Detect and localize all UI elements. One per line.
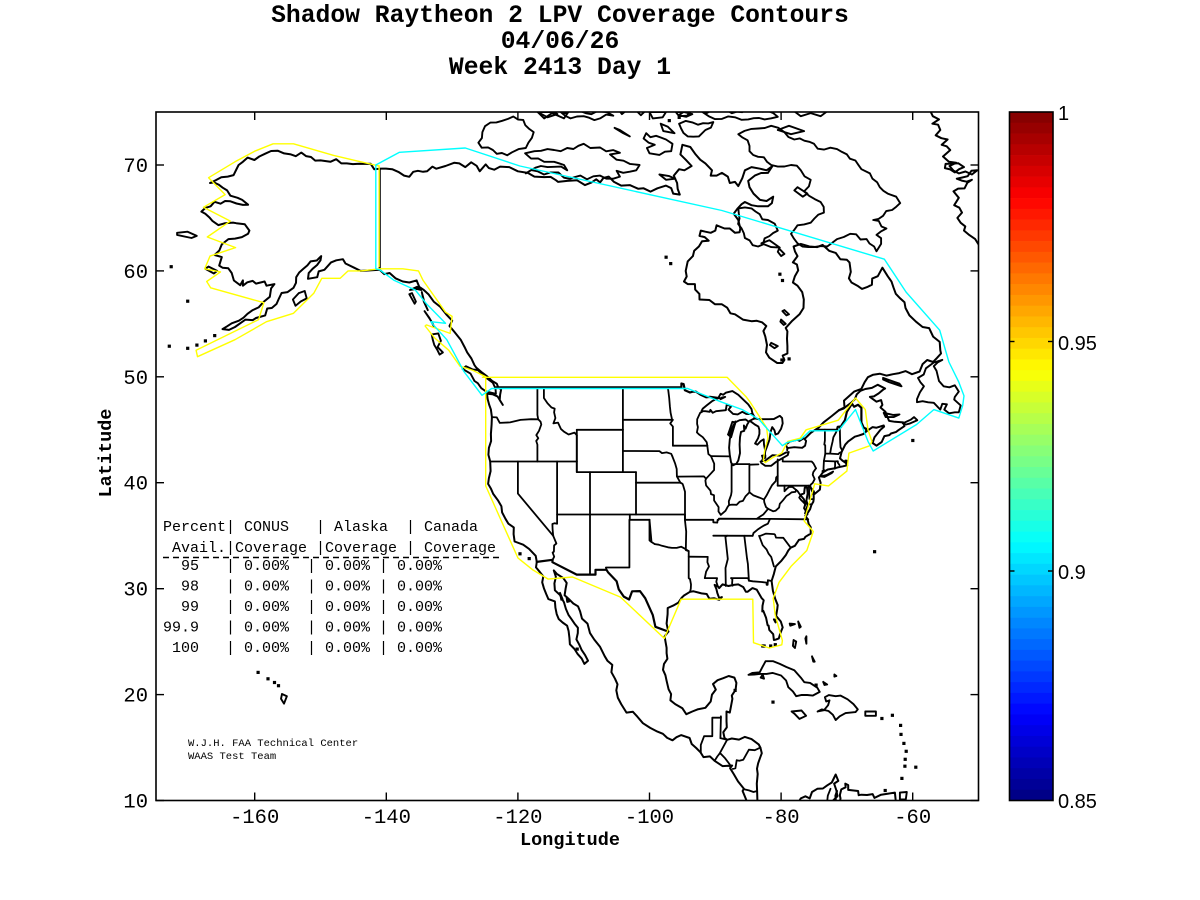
- svg-text:0.95: 0.95: [1058, 333, 1097, 355]
- svg-text:20: 20: [123, 686, 148, 709]
- svg-text:Percent| CONUS | Alaska | C: Percent| CONUS | Alaska | Canada: [163, 519, 478, 536]
- svg-text:-60: -60: [894, 807, 931, 830]
- svg-text:0.9: 0.9: [1058, 562, 1086, 584]
- svg-text:-100: -100: [625, 807, 674, 830]
- svg-text:99.9 | 0.00% | 0.00% | 0.00: 99.9 | 0.00% | 0.00% | 0.00%: [163, 620, 443, 637]
- svg-text:60: 60: [123, 262, 148, 285]
- svg-text:04/06/26: 04/06/26: [501, 28, 620, 56]
- svg-text:10: 10: [123, 792, 148, 815]
- svg-text:-80: -80: [763, 807, 800, 830]
- svg-text:40: 40: [123, 474, 148, 497]
- svg-text:50: 50: [123, 368, 148, 391]
- svg-text:70: 70: [123, 156, 148, 179]
- svg-text:1: 1: [1058, 103, 1069, 125]
- svg-text:WAAS Test Team: WAAS Test Team: [188, 751, 276, 763]
- svg-text:Week 2413 Day 1: Week 2413 Day 1: [449, 54, 671, 82]
- svg-text:Shadow Raytheon 2 LPV Coverage: Shadow Raytheon 2 LPV Coverage Contours: [271, 2, 849, 30]
- svg-text:100 | 0.00% | 0.00% | 0.00%: 100 | 0.00% | 0.00% | 0.00%: [163, 640, 443, 657]
- svg-text:95 | 0.00% | 0.00% | 0.00%: 95 | 0.00% | 0.00% | 0.00%: [163, 558, 443, 575]
- svg-text:Latitude: Latitude: [96, 409, 117, 498]
- svg-text:Avail.|Coverage |Coverage | Co: Avail.|Coverage |Coverage | Coverage: [163, 540, 496, 557]
- svg-text:W.J.H. FAA Technical Center: W.J.H. FAA Technical Center: [188, 738, 358, 750]
- svg-text:99 | 0.00% | 0.00% | 0.00%: 99 | 0.00% | 0.00% | 0.00%: [163, 599, 443, 616]
- svg-text:-120: -120: [493, 807, 542, 830]
- svg-text:0.85: 0.85: [1058, 791, 1097, 813]
- svg-text:Longitude: Longitude: [520, 830, 620, 851]
- svg-text:-160: -160: [230, 807, 279, 830]
- svg-text:30: 30: [123, 580, 148, 603]
- svg-text:-140: -140: [362, 807, 411, 830]
- svg-text:98 | 0.00% | 0.00% | 0.00%: 98 | 0.00% | 0.00% | 0.00%: [163, 579, 443, 596]
